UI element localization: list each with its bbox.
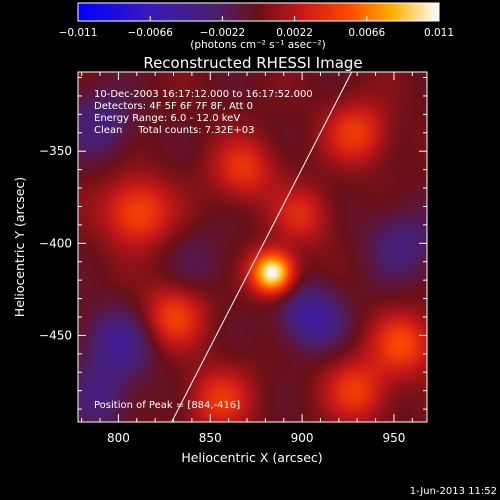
axis-ticks: 800 850 900 950 −350 −400 −450 <box>39 72 427 445</box>
y-tick-label: −450 <box>39 328 72 342</box>
x-tick-label: 900 <box>291 431 314 445</box>
timestamp: 1-Jun-2013 11:52 <box>410 486 497 497</box>
plot-area: 800 850 900 950 −350 −400 −450 <box>39 71 428 445</box>
y-tick-label: −350 <box>39 144 72 158</box>
x-axis-label: Heliocentric X (arcsec) <box>181 450 322 465</box>
annotation-detectors: Detectors: 4F 5F 6F 7F 8F, Att 0 <box>94 101 253 112</box>
colorbar-tick-label: 0.0066 <box>348 27 385 39</box>
colorbar-tick-label: −0.011 <box>59 27 98 39</box>
x-tick-label: 800 <box>107 431 130 445</box>
plot-frame <box>77 71 428 423</box>
annotation-time-range: 10-Dec-2003 16:17:12.000 to 16:17:52.000 <box>94 89 313 100</box>
colorbar-ticks: −0.011 −0.0066 −0.0022 0.0022 0.0066 0.011 <box>59 16 454 39</box>
colorbar-tick-label: −0.0066 <box>127 27 173 39</box>
colorbar-unit-label: (photons cm⁻² s⁻¹ asec⁻²) <box>190 39 325 51</box>
colorbar-tick-label: 0.0022 <box>276 27 313 39</box>
colorbar-tick-label: 0.011 <box>424 27 454 39</box>
x-tick-label: 950 <box>382 431 405 445</box>
y-axis-label: Heliocentric Y (arcsec) <box>12 177 27 317</box>
colorbar-tick-label: −0.0022 <box>200 27 246 39</box>
y-tick-label: −400 <box>39 236 72 250</box>
solar-limb-line <box>171 72 353 422</box>
heatmap-image <box>78 72 427 422</box>
annotation-energy-range: Energy Range: 6.0 - 12.0 keV <box>94 113 240 124</box>
chart-title: Reconstructed RHESSI Image <box>143 54 362 72</box>
peak-position-label: Position of Peak = [884,-416] <box>94 400 240 411</box>
annotation-clean-counts: Clean Total counts: 7.32E+03 <box>94 125 254 136</box>
colorbar: −0.011 −0.0066 −0.0022 0.0022 0.0066 0.011 (p… <box>59 2 454 51</box>
annotation-block: 10-Dec-2003 16:17:12.000 to 16:17:52.000… <box>94 89 313 136</box>
colorbar-gradient <box>77 2 440 22</box>
x-tick-label: 850 <box>199 431 222 445</box>
